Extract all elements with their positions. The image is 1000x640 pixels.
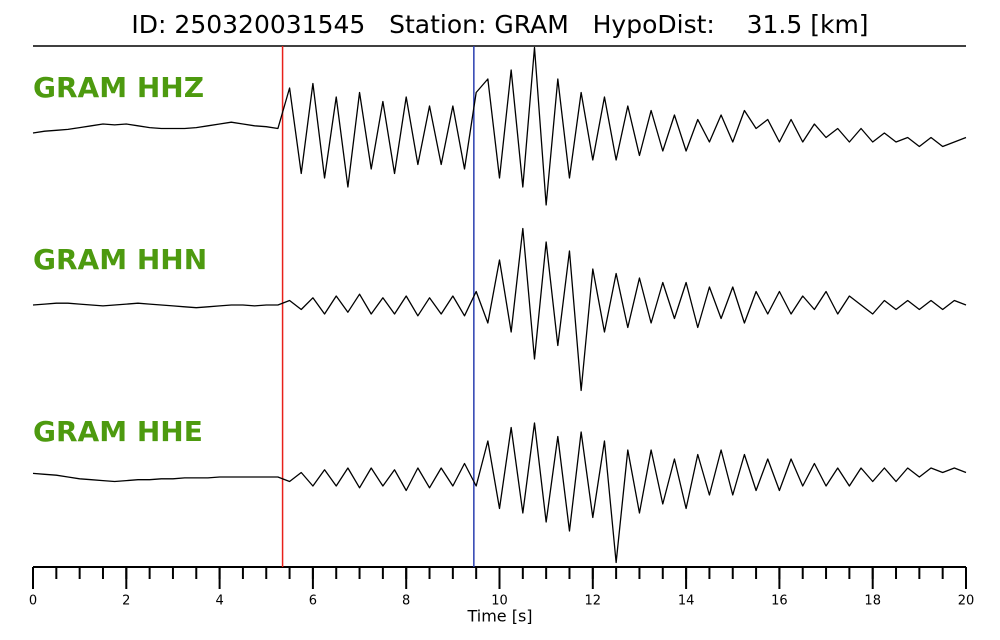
x-tick-label: 0	[29, 594, 37, 609]
trace-label: GRAM HHN	[33, 243, 207, 276]
x-tick-label: 2	[122, 594, 130, 609]
waveform	[32, 422, 967, 564]
chart-title: ID: 250320031545 Station: GRAM HypoDist:…	[131, 10, 868, 39]
x-tick-label: 10	[491, 594, 508, 609]
waveform	[32, 46, 967, 206]
waveform	[32, 227, 967, 392]
x-tick-label: 14	[678, 594, 695, 609]
x-tick-label: 4	[215, 594, 223, 609]
x-tick-label: 8	[402, 594, 410, 609]
trace-label: GRAM HHE	[33, 415, 203, 448]
x-tick-label: 20	[958, 594, 975, 609]
trace-label: GRAM HHZ	[33, 71, 204, 104]
x-tick-label: 16	[771, 594, 788, 609]
x-axis-label: Time [s]	[466, 607, 532, 626]
x-tick-label: 12	[585, 594, 602, 609]
x-tick-label: 18	[864, 594, 881, 609]
x-tick-label: 6	[309, 594, 317, 609]
